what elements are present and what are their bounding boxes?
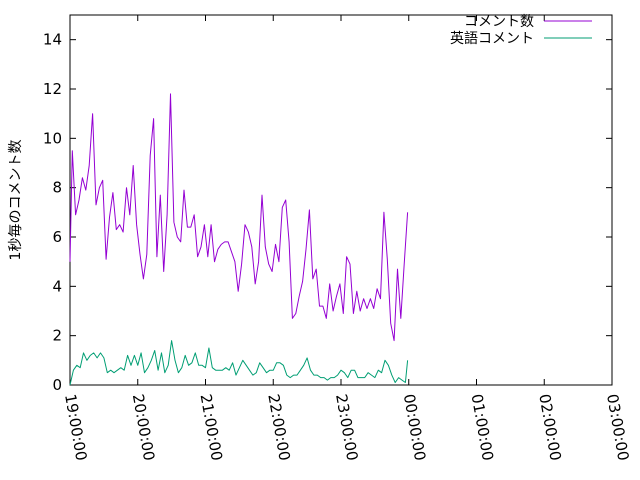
y-tick-label: 8 [52,179,62,197]
y-tick-label: 10 [43,129,62,147]
series-line-0 [69,93,409,342]
plot-frame [69,14,613,386]
y-axis-ticks: 0 2 4 6 8 10 12 14 [43,31,612,394]
x-tick-label: 21:00:00 [197,393,226,462]
y-tick-label: 6 [52,228,62,246]
y-tick-label: 0 [52,376,62,394]
legend-label-0: コメント数 [464,14,534,30]
plot-border [69,14,613,386]
x-tick-label: 22:00:00 [264,393,293,462]
x-tick-label: 20:00:00 [129,393,158,462]
series-lines [69,93,409,386]
legend-label-1: 英語コメント [450,30,534,47]
x-axis-ticks: 19:00:00 20:00:00 21:00:00 22:00:00 23:00:00… [61,15,632,462]
y-tick-label: 4 [52,277,62,295]
x-tick-label: 00:00:00 [400,393,429,462]
y-tick-label: 14 [43,31,62,49]
series-line-1 [69,340,409,386]
x-tick-label: 19:00:00 [61,393,90,462]
y-tick-label: 2 [52,327,62,345]
x-tick-label: 02:00:00 [535,393,564,462]
x-tick-label: 01:00:00 [468,393,497,462]
y-axis-label: 1秒毎のコメント数 [8,140,24,261]
y-tick-label: 12 [43,80,62,98]
x-tick-label: 03:00:00 [603,393,632,462]
x-tick-label: 23:00:00 [332,393,361,462]
